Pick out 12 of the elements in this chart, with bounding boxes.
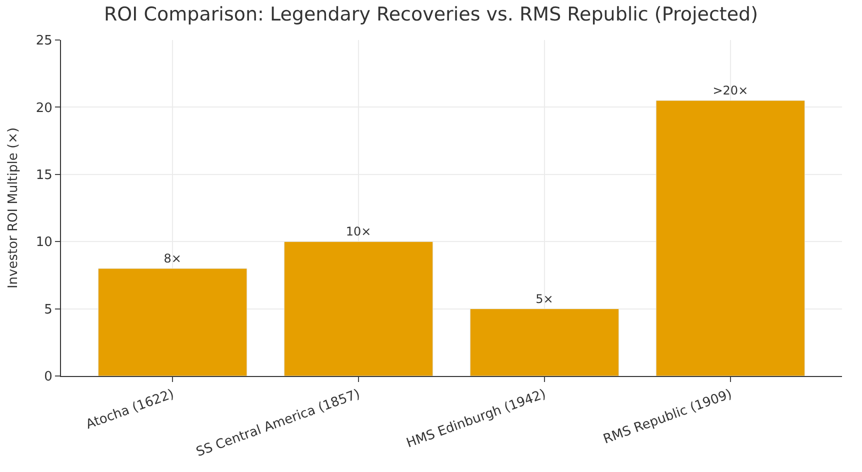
y-tick-label: 20 bbox=[36, 100, 52, 116]
y-tick-label: 10 bbox=[36, 235, 52, 250]
y-axis-title: Investor ROI Multiple (×) bbox=[6, 127, 21, 289]
y-tick-label: 15 bbox=[36, 168, 52, 183]
data-label: 10× bbox=[346, 224, 372, 239]
data-label: 8× bbox=[164, 251, 182, 266]
data-label: 5× bbox=[536, 292, 554, 306]
y-tick-label: 0 bbox=[44, 370, 52, 385]
data-label: >20× bbox=[712, 83, 748, 98]
y-tick-label: 25 bbox=[36, 34, 52, 49]
chart-title: ROI Comparison: Legendary Recoveries vs. RMS Republic (Projected) bbox=[104, 3, 758, 26]
y-tick-label: 5 bbox=[44, 302, 52, 318]
